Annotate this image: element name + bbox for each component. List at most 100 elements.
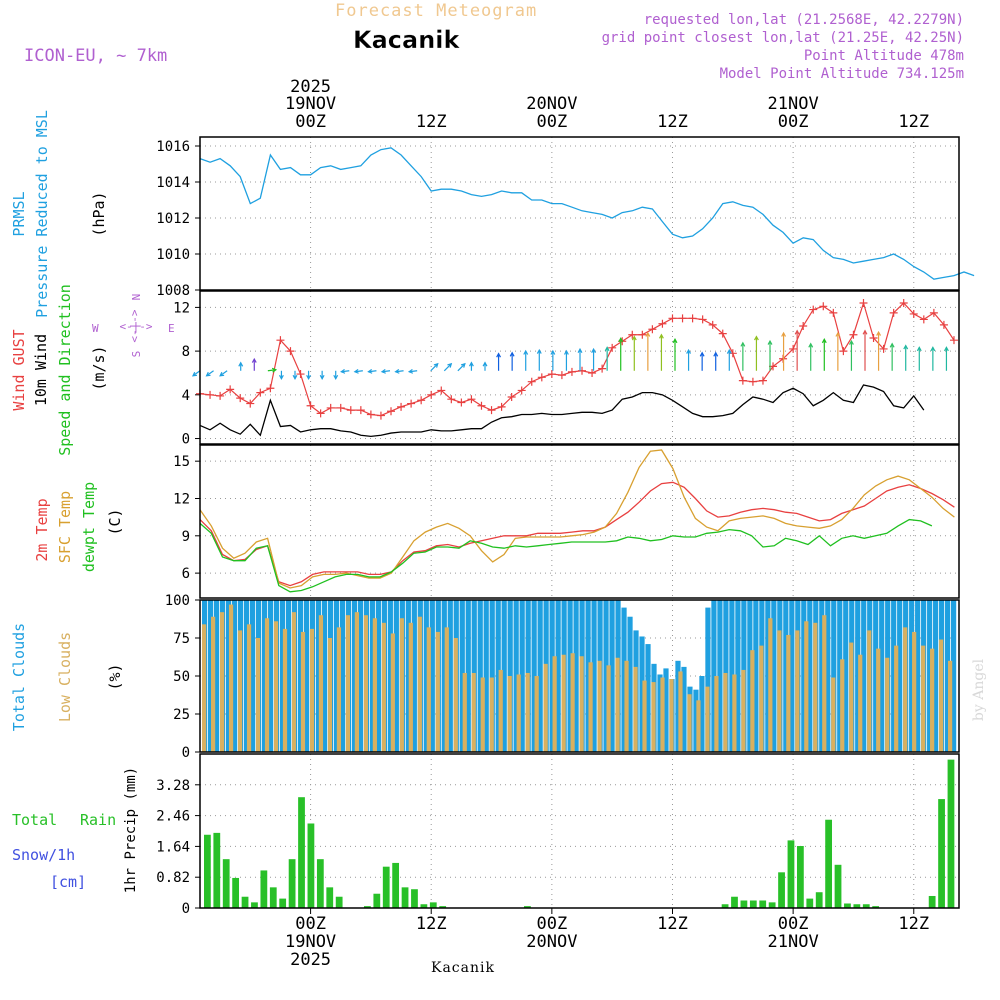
low-clouds-bar: [462, 672, 467, 752]
y-tick-label: 0: [182, 901, 190, 917]
panel-temp: 6 9 12 15: [173, 444, 960, 599]
total-clouds-bar: [393, 600, 399, 752]
total-clouds-bar: [603, 600, 609, 752]
low-clouds-bar: [588, 662, 593, 752]
panel-clouds: 0 25 50 75 100: [165, 593, 960, 761]
wind-direction-arrow: [381, 370, 391, 373]
temp-unit-label: (C): [106, 508, 124, 535]
bottom-hour-label: 00Z: [295, 914, 326, 934]
low-clouds-bar: [885, 657, 890, 752]
total-clouds-bar: [465, 600, 471, 752]
top-date-label: 20NOV: [526, 94, 577, 114]
rain-bar: [862, 904, 870, 908]
total-clouds-bar: [279, 600, 286, 752]
top-year-label: 2025: [290, 77, 331, 97]
y-tick-label: 1010: [156, 247, 190, 263]
wind-gust-point: [728, 349, 737, 358]
low-clouds-bar: [759, 645, 764, 752]
low-clouds-bar: [831, 677, 836, 752]
total-clouds-bar: [357, 600, 363, 752]
y-tick-label: 75: [173, 631, 190, 647]
wind-arrow-head: [496, 352, 502, 358]
wind-direction-arrow: [267, 369, 276, 372]
wind-arrow-head: [631, 335, 637, 341]
total-clouds-bar: [639, 636, 645, 752]
total-clouds-bar: [369, 600, 375, 752]
wind-gust-point: [417, 396, 426, 405]
rain-bar: [298, 797, 305, 908]
low-clouds-bar: [399, 618, 404, 752]
total-clouds-bar: [729, 600, 735, 752]
total-clouds-bar: [477, 600, 483, 752]
wind-direction-arrow: [457, 363, 466, 372]
total-clouds-bar: [501, 600, 507, 752]
total-clouds-bar: [375, 600, 381, 752]
wind-gust-point: [447, 395, 456, 404]
total-clouds-bar: [387, 600, 393, 752]
total-clouds-bar: [627, 616, 633, 752]
total-clouds-bar: [351, 600, 358, 752]
rain-bar: [307, 823, 315, 908]
prmsl-series-line: [199, 147, 975, 280]
rain-bar: [759, 900, 767, 908]
wind-gust-point: [578, 366, 587, 375]
wind-gust-point: [799, 321, 808, 330]
low-clouds-bar: [939, 639, 944, 752]
panel-frame: [199, 136, 960, 291]
wind-arrow-head: [903, 344, 909, 350]
total-clouds-bar: [747, 600, 753, 752]
wind-direction-arrow: [409, 370, 418, 373]
low-clouds-bar: [228, 604, 234, 752]
total-clouds-bar: [951, 600, 957, 752]
total-clouds-bar: [585, 600, 591, 752]
low-clouds-bar: [489, 677, 494, 752]
total-clouds-bar: [825, 600, 831, 752]
wind-arrow-head: [808, 342, 814, 348]
low-clouds-bar: [471, 672, 476, 752]
wind-gust-point: [949, 336, 958, 345]
wind-gust-point: [648, 325, 657, 334]
location-title: Kacanik: [353, 26, 461, 54]
wind-gust-point: [698, 315, 707, 324]
clouds-unit-label: (%): [106, 663, 124, 690]
total-clouds-bar: [225, 600, 232, 752]
total-clouds-bar: [459, 600, 465, 752]
rain-bar: [938, 799, 945, 908]
compass-e: E: [168, 322, 175, 335]
wind-gust-point: [537, 373, 546, 382]
total-clouds-bar: [831, 600, 837, 752]
wind-gust-point: [859, 299, 868, 308]
total-clouds-bar: [705, 607, 711, 752]
low-clouds-bar: [840, 659, 845, 752]
total-clouds-bar: [879, 600, 885, 752]
low-clouds-bar: [363, 615, 368, 752]
low-clouds-bar: [723, 672, 728, 752]
wind-arrow-head: [353, 368, 359, 374]
wind-gust-point: [256, 388, 265, 397]
wind-arrow-head: [292, 374, 298, 381]
low-clouds-bar: [912, 631, 917, 752]
y-tick-label: 6: [182, 566, 190, 582]
low-clouds-bar: [507, 676, 512, 752]
y-tick-label: 1008: [156, 283, 190, 299]
low-clouds-bar: [921, 645, 926, 752]
low-clouds-bar: [291, 612, 297, 752]
wind-direction-arrow: [368, 370, 377, 373]
prmsl-axis-label: PRMSL: [10, 191, 28, 236]
wind-arrow-head: [380, 368, 386, 374]
wind-gust-point: [547, 370, 556, 379]
total-clouds-bar: [771, 600, 777, 752]
total-clouds-bar: [927, 600, 933, 752]
wind-arrow-head: [468, 361, 474, 367]
low-clouds-bar: [246, 624, 252, 752]
wind-gust-point: [638, 330, 647, 339]
compass-arrow-h: <-|->: [119, 320, 152, 333]
total-clouds-bar: [663, 668, 669, 752]
bottom-hour-label: 12Z: [416, 914, 447, 934]
wind-gust-point: [939, 320, 948, 329]
total-clouds-bar: [243, 600, 250, 752]
snow-unit-label: [cm]: [50, 873, 86, 891]
wind-arrow-head: [889, 342, 895, 348]
low-clouds-bar: [705, 686, 710, 752]
wind-gust-point: [286, 347, 295, 356]
